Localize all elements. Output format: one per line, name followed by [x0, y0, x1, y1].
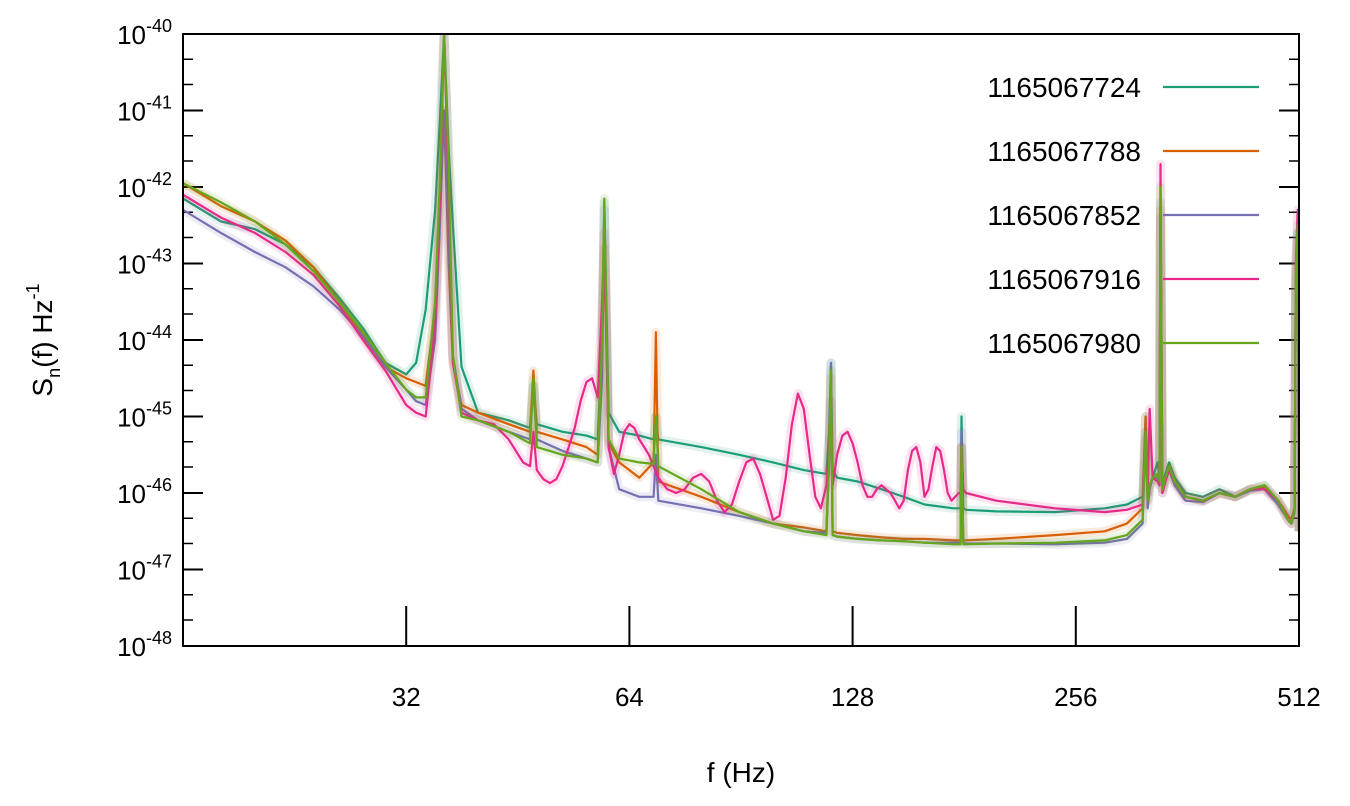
x-tick-label: 256 — [1054, 682, 1097, 712]
legend-label-5: 1165067980 — [987, 328, 1141, 359]
y-axis-title-sup: -1 — [23, 283, 43, 299]
x-tick-label: 512 — [1277, 682, 1320, 712]
y-tick-label: 10-41 — [117, 93, 172, 127]
legend-label-4: 1165067916 — [987, 264, 1141, 295]
x-tick-label: 32 — [392, 682, 421, 712]
x-tick-label: 128 — [831, 682, 874, 712]
y-tick-label: 10-43 — [117, 246, 172, 280]
y-tick-label: 10-47 — [117, 552, 172, 586]
y-tick-label: 10-45 — [117, 399, 172, 433]
y-axis-title-sub: n — [44, 368, 64, 378]
y-tick-label: 10-48 — [117, 628, 172, 662]
y-tick-labels: 10-40 10-41 10-42 10-43 10-44 10-45 10-46 10-47… — [117, 16, 172, 662]
legend: 1165067724 1165067788 1165067852 1165067916… — [987, 72, 1259, 359]
legend-label-3: 1165067852 — [987, 200, 1141, 231]
y-tick-label: 10-46 — [117, 475, 172, 509]
x-axis-title: f (Hz) — [707, 757, 775, 788]
legend-label-2: 1165067788 — [987, 136, 1141, 167]
y-tick-label: 10-44 — [117, 322, 172, 356]
y-axis-title-main: S — [27, 378, 58, 397]
y-tick-label: 10-40 — [117, 16, 172, 50]
y-axis-title: Sn(f) Hz-1 — [23, 283, 64, 396]
y-axis-title-mid: (f) Hz — [27, 299, 58, 367]
legend-label-1: 1165067724 — [987, 72, 1141, 103]
x-tick-labels: 32 64 128 256 512 — [392, 682, 1321, 712]
y-tick-label: 10-42 — [117, 169, 172, 203]
x-tick-label: 64 — [615, 682, 644, 712]
